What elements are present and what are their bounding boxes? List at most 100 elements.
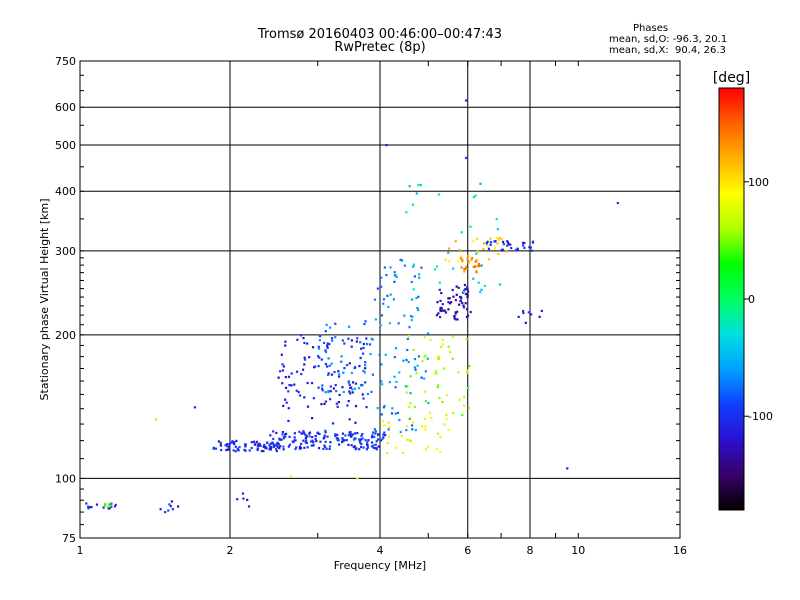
data-point (496, 242, 499, 245)
data-point (463, 289, 466, 292)
data-point (495, 217, 498, 221)
data-point (397, 322, 400, 325)
data-point (285, 401, 288, 404)
data-point (379, 324, 382, 327)
data-point (386, 442, 389, 445)
data-point (409, 416, 412, 419)
data-point (329, 326, 332, 329)
data-point (436, 301, 439, 304)
data-point (447, 301, 450, 304)
data-point (466, 314, 470, 317)
data-point (357, 387, 361, 390)
data-point (505, 250, 508, 253)
data-point (517, 315, 520, 318)
data-point (359, 341, 362, 344)
data-point (462, 404, 466, 407)
data-point (314, 434, 317, 438)
data-point (227, 448, 230, 451)
data-point (334, 433, 337, 436)
data-point (521, 309, 525, 313)
data-point (354, 404, 358, 408)
data-point (366, 440, 369, 444)
data-point (530, 313, 533, 316)
data-point (459, 257, 463, 260)
data-point (497, 252, 500, 255)
data-point (420, 376, 423, 379)
data-point (365, 406, 368, 409)
data-point (463, 283, 467, 287)
data-point (303, 341, 306, 345)
data-point (411, 428, 414, 431)
data-point (315, 440, 318, 443)
data-point (317, 347, 321, 350)
data-point (485, 242, 488, 245)
data-point (326, 435, 329, 438)
data-point (326, 342, 329, 345)
data-point (477, 265, 481, 268)
data-point (355, 340, 358, 343)
data-point (384, 353, 387, 356)
data-point (373, 435, 376, 439)
data-point (400, 259, 404, 262)
data-point (405, 358, 408, 362)
data-point (308, 432, 311, 435)
data-point (364, 361, 367, 364)
data-point (336, 433, 339, 436)
data-point (380, 380, 383, 383)
data-point (424, 400, 428, 403)
data-point (502, 243, 506, 246)
data-point (348, 390, 351, 393)
data-point (316, 354, 320, 358)
data-point (467, 260, 470, 263)
data-point (424, 425, 427, 428)
data-point (440, 345, 443, 348)
data-point (474, 260, 477, 263)
data-point (399, 258, 402, 261)
y-tick-label: 750 (55, 55, 76, 68)
data-point (226, 443, 229, 446)
data-point (109, 502, 112, 506)
data-point (487, 247, 491, 250)
data-point (281, 433, 284, 436)
data-point (467, 261, 470, 264)
data-point (335, 390, 338, 393)
data-point (348, 418, 351, 421)
data-point (370, 436, 374, 439)
data-point (396, 411, 400, 415)
data-point (364, 364, 367, 367)
data-point (375, 440, 378, 443)
data-point (164, 511, 167, 514)
data-point (272, 437, 275, 441)
data-point (343, 367, 346, 370)
data-point (321, 389, 324, 392)
data-point (110, 505, 113, 508)
data-point (441, 338, 445, 341)
data-point (479, 182, 482, 185)
data-point (334, 336, 337, 339)
data-point (330, 373, 334, 376)
data-point (168, 503, 171, 506)
data-point (538, 315, 541, 318)
x-tick-label: 10 (571, 544, 585, 557)
data-point (386, 294, 389, 297)
data-point (354, 421, 357, 424)
data-point (409, 402, 412, 405)
data-point (372, 431, 375, 434)
data-point (509, 243, 512, 246)
data-point (394, 273, 397, 277)
data-point (284, 344, 287, 347)
data-point (154, 418, 158, 421)
data-point (352, 438, 356, 441)
data-point (394, 386, 397, 389)
data-point (461, 413, 464, 416)
data-point (382, 420, 385, 423)
data-point (238, 446, 241, 449)
data-point (228, 442, 231, 445)
data-point (454, 311, 457, 314)
data-point (460, 231, 463, 234)
data-point (297, 390, 300, 394)
data-point (423, 390, 427, 393)
data-point (312, 397, 315, 400)
data-point (507, 243, 511, 246)
data-point (220, 448, 223, 452)
